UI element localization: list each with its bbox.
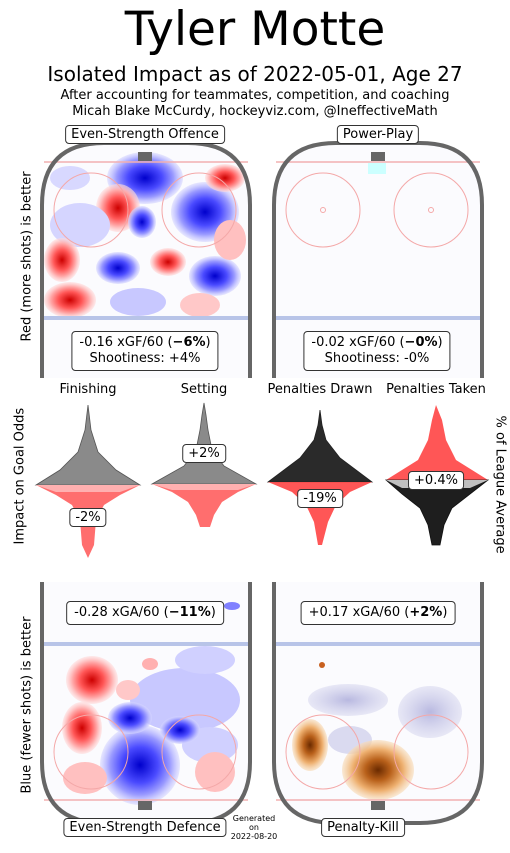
- top-left-axis-label: Red (more shots) is better: [19, 171, 35, 342]
- ev-offence-label: Even-Strength Offence: [65, 125, 225, 144]
- penalty-kill-close: ): [442, 605, 448, 620]
- middle-left-axis-label: Impact on Goal Odds: [12, 407, 28, 545]
- ev-defence-stat: -0.28 xGA/60 (−11%): [66, 601, 224, 625]
- violin-category-finishing: Finishing: [59, 382, 117, 397]
- page-title: Tyler Motte: [124, 2, 386, 57]
- ev-defence-label: Even-Strength Defence: [63, 818, 227, 837]
- violin-finishing: [34, 404, 142, 558]
- violin-category-penalties-drawn: Penalties Drawn: [267, 382, 373, 397]
- generated-date: 2022-08-20: [230, 832, 278, 841]
- ev-defence-heatmap: [62, 602, 240, 805]
- ev-defence-close: ): [210, 605, 216, 620]
- power-play-stat: -0.02 xGF/60 (−0%) Shootiness: -0%: [303, 331, 451, 371]
- bottom-left-axis-label: Blue (fewer shots) is better: [19, 616, 35, 794]
- power-play-shootiness: Shootiness: -0%: [324, 351, 430, 366]
- ev-defence-pct: −11%: [168, 605, 211, 620]
- penalty-kill-rink: [272, 582, 484, 825]
- power-play-close: ): [437, 335, 443, 350]
- violin-setting: [150, 402, 258, 527]
- ev-defence-rink: [40, 582, 252, 825]
- penalty-kill-label: Penalty-Kill: [321, 818, 405, 837]
- violin-value-penalties-drawn: -19%: [297, 489, 343, 508]
- penalty-kill-xg: +0.17 xGA/60 (: [308, 605, 410, 620]
- power-play-label: Power-Play: [336, 125, 420, 144]
- power-play-xg: -0.02 xGF/60 (: [311, 335, 405, 350]
- power-play-pct: −0%: [404, 335, 438, 350]
- penalty-kill-stat: +0.17 xGA/60 (+2%): [300, 601, 456, 625]
- violin-value-setting: +2%: [182, 444, 226, 463]
- ev-defence-xg: -0.28 xGA/60 (: [74, 605, 169, 620]
- violin-category-setting: Setting: [180, 382, 228, 397]
- violin-value-finishing: -2%: [69, 508, 107, 527]
- penalty-kill-pct: +2%: [409, 605, 443, 620]
- violin-value-penalties-taken: +0.4%: [408, 471, 464, 490]
- page-subtitle: Isolated Impact as of 2022-05-01, Age 27: [47, 62, 463, 86]
- byline-author: Micah Blake McCurdy, hockeyviz.com, @Ine…: [72, 104, 438, 119]
- middle-right-axis-label: % of League Average: [492, 415, 508, 554]
- ev-offence-shootiness: Shootiness: +4%: [89, 351, 201, 366]
- byline-context: After accounting for teammates, competit…: [60, 88, 450, 103]
- generated-on: on: [249, 823, 259, 832]
- violin-penalties-drawn: [266, 409, 374, 545]
- violin-category-penalties-taken: Penalties Taken: [386, 382, 486, 397]
- ev-offence-heatmap: [44, 152, 246, 318]
- generated-word: Generated: [232, 814, 276, 823]
- ev-offence-pct: −6%: [172, 335, 206, 350]
- ev-offence-xg: -0.16 xGF/60 (: [79, 335, 173, 350]
- ev-offence-stat: -0.16 xGF/60 (−6%) Shootiness: +4%: [71, 331, 219, 371]
- ev-offence-close: ): [205, 335, 211, 350]
- generated-note: Generated on 2022-08-20: [226, 814, 282, 841]
- ev-offence-rink: [40, 141, 252, 378]
